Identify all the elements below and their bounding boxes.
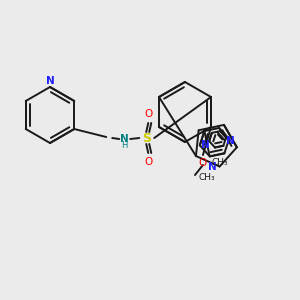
Text: CH₃: CH₃ <box>212 158 228 167</box>
Text: N: N <box>226 136 235 146</box>
Text: CH₃: CH₃ <box>199 172 216 182</box>
Text: O: O <box>199 158 207 168</box>
Text: N: N <box>120 134 129 144</box>
Text: N: N <box>208 161 217 172</box>
Text: O: O <box>144 109 152 119</box>
Text: H: H <box>121 140 127 149</box>
Text: N: N <box>46 76 54 86</box>
Text: O: O <box>144 157 152 167</box>
Text: N: N <box>201 140 209 150</box>
Text: S: S <box>142 131 151 145</box>
